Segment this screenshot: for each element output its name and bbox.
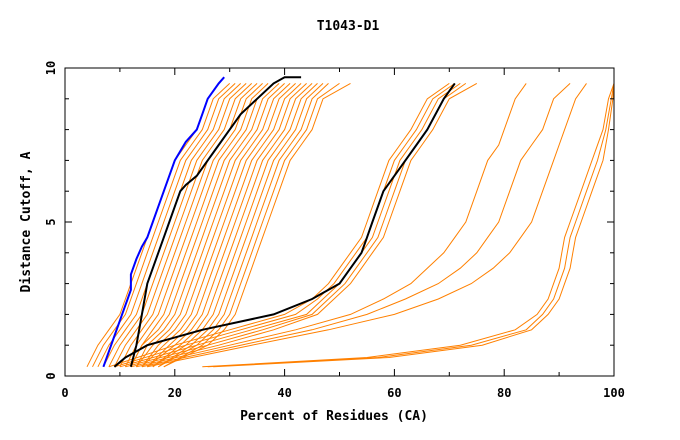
model-series-line: [130, 83, 274, 368]
model-series-line: [86, 83, 220, 368]
x-tick-label: 20: [168, 386, 182, 400]
model-series-line: [97, 83, 236, 368]
model-series-line: [158, 83, 329, 368]
model-series-line: [136, 83, 285, 368]
x-tick-label: 40: [277, 386, 291, 400]
model-series-line: [163, 82, 351, 368]
model-series-line: [207, 83, 615, 368]
model-series-line: [130, 83, 269, 368]
model-series-line: [113, 83, 253, 368]
x-tick-label: 100: [603, 386, 625, 400]
x-tick-label: 60: [387, 386, 401, 400]
model-series-line: [141, 83, 296, 368]
model-series-line: [158, 83, 324, 368]
model-series-line: [114, 82, 456, 368]
model-series-line: [130, 82, 478, 368]
model-series-line: [146, 83, 307, 368]
model-series-line: [213, 83, 615, 368]
chart-title: T1043-D1: [317, 19, 380, 34]
x-axis-label: Percent of Residues (CA): [240, 409, 428, 424]
x-tick-label: 80: [497, 386, 511, 400]
model-series-line: [135, 83, 280, 368]
y-tick-label: 5: [44, 218, 58, 225]
series-layer: [86, 76, 615, 368]
model-series-line: [147, 83, 587, 368]
model-series-line: [202, 83, 615, 368]
x-tick-label: 0: [61, 386, 68, 400]
model-series-line: [146, 83, 302, 368]
model-series-line: [124, 83, 263, 368]
model-series-line: [119, 82, 461, 368]
model-series-line: [152, 83, 318, 368]
ticks-layer: 0 20 40 60 80 100 0 5 10: [44, 61, 625, 400]
model-series-line: [141, 83, 291, 368]
highlight-series-line: [129, 76, 302, 368]
model-series-line: [125, 82, 467, 368]
model-series-line: [108, 83, 247, 368]
y-axis-label: Distance Cutoff, A: [19, 151, 34, 292]
model-series-line: [141, 83, 571, 368]
highlight-series-line: [113, 82, 456, 368]
model-series-line: [108, 82, 450, 368]
model-series-line: [152, 83, 313, 368]
y-tick-label: 10: [44, 61, 58, 75]
y-tick-label: 0: [44, 372, 58, 379]
model-series-line: [163, 82, 340, 368]
model-series-line: [136, 83, 527, 368]
highlight-series-line: [102, 76, 225, 368]
